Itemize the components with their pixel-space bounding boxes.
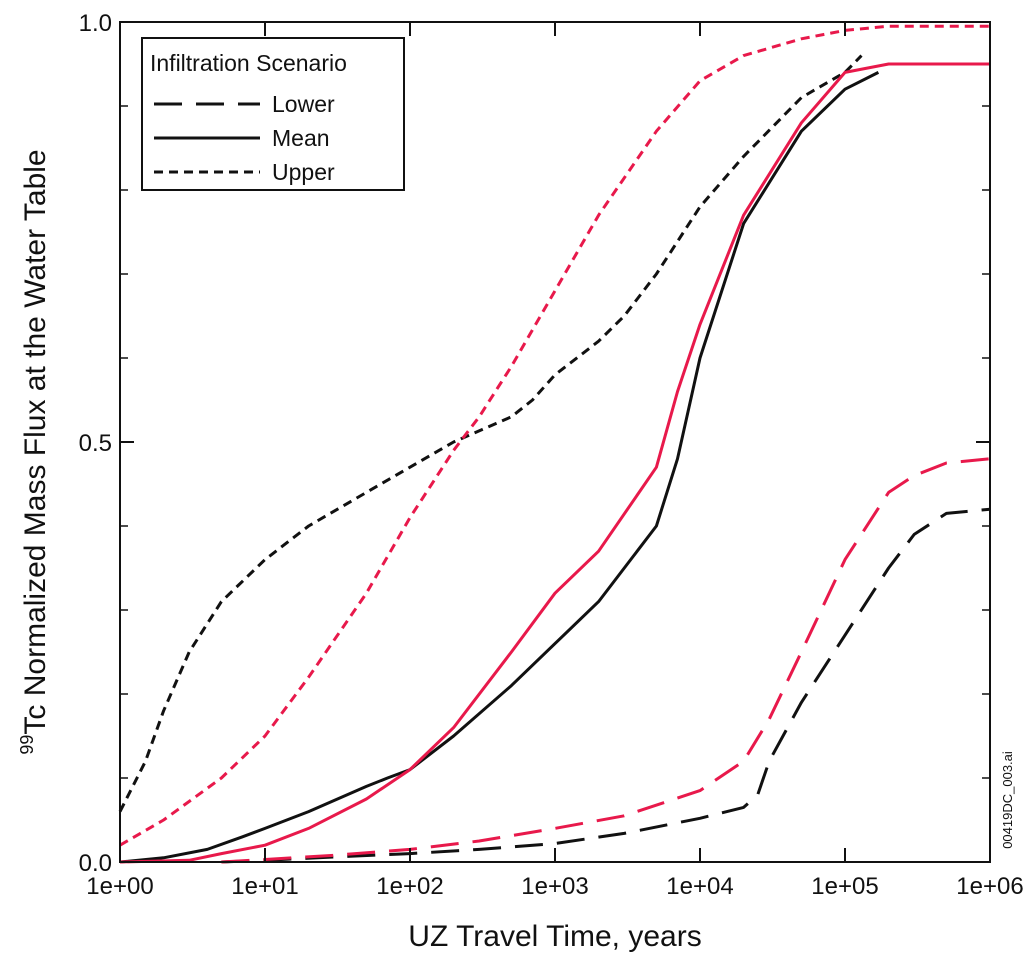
series-line-mean-black [119,71,880,864]
y-axis-title-superscript: 99 [17,735,37,755]
x-tick-label: 1e+06 [956,873,1023,900]
x-axis-title: UZ Travel Time, years [408,920,701,953]
series-line-lower-black [221,507,991,864]
y-axis-title: 99Tc Normalized Mass Flux at the Water T… [17,149,52,754]
x-axis: 1e+00 1e+01 1e+02 1e+03 1e+04 1e+05 1e+06 [86,22,1024,900]
y-axis-title-text: Tc Normalized Mass Flux at the Water Tab… [19,149,52,734]
y-tick-label: 0.5 [79,430,112,457]
x-tick-label: 1e+01 [231,873,298,900]
legend-title: Infiltration Scenario [150,50,347,76]
legend-label-lower: Lower [272,91,335,117]
x-tick-label: 1e+00 [86,873,153,900]
x-tick-label: 1e+05 [811,873,878,900]
y-tick-label: 1.0 [79,10,112,37]
legend-label-mean: Mean [272,125,330,151]
series-line-mean-red [119,62,990,864]
y-tick-label: 0.0 [79,850,112,877]
series-line-lower-red [221,457,991,864]
x-tick-label: 1e+03 [521,873,588,900]
x-tick-label: 1e+02 [376,873,443,900]
legend-box [141,37,405,191]
x-tick-label: 1e+04 [666,873,733,900]
legend-label-upper: Upper [272,159,335,185]
series-line-upper-red [119,24,990,847]
file-id-label: 00419DC_003.ai [1000,751,1015,849]
y-axis: 0.0 0.5 1.0 [79,10,990,877]
legend: Infiltration Scenario Lower Mean Upper [141,37,405,191]
series-layer [118,24,991,864]
